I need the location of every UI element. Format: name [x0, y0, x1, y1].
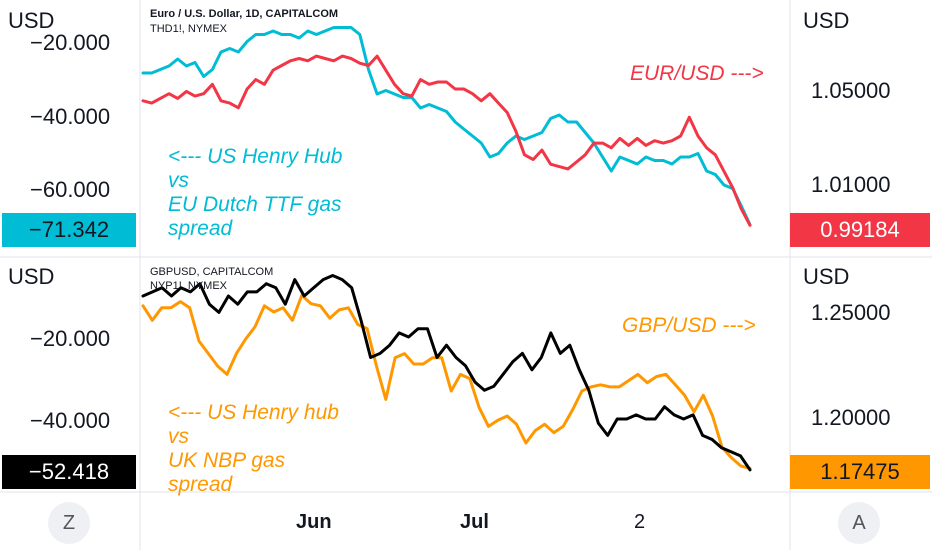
bottom-legend-line1: GBPUSD, CAPITALCOM — [150, 266, 274, 278]
bottom-right-tick: 1.20000 — [811, 405, 891, 430]
bottom-left-tick: −40.000 — [30, 408, 111, 433]
top-legend-line1: Euro / U.S. Dollar, 1D, CAPITALCOM — [150, 8, 339, 20]
bottom-right-unit: USD — [803, 264, 850, 289]
top-note-line: spread — [168, 217, 233, 240]
top-left-tick: −20.000 — [30, 30, 111, 55]
bottom-right-price-badge: 1.17475 — [790, 455, 930, 489]
top-right-tick: 1.05000 — [811, 78, 891, 103]
top-note-line: vs — [168, 169, 189, 192]
top-right-unit: USD — [803, 8, 850, 33]
bottom-note-left: <--- US Henry hub vs UK NBP gas spread — [168, 401, 339, 497]
top-left-unit: USD — [8, 8, 55, 33]
top-right-tick: 1.01000 — [811, 172, 891, 197]
bottom-note-line: spread — [168, 473, 233, 496]
eurusd-line — [141, 54, 752, 227]
x-axis-label-jun: Jun — [296, 511, 332, 533]
bottom-note-right: GBP/USD ---> — [622, 314, 756, 337]
gbpusd-line — [141, 293, 752, 470]
spread-line-top — [141, 26, 752, 227]
top-note-right: EUR/USD ---> — [630, 62, 764, 85]
top-note-line: <--- US Henry Hub — [168, 145, 343, 168]
top-note-left: <--- US Henry Hub vs EU Dutch TTF gas sp… — [168, 145, 342, 241]
top-left-tick: −40.000 — [30, 104, 111, 129]
bottom-left-price-badge: −52.418 — [2, 455, 136, 489]
x-axis-label-2: 2 — [634, 511, 646, 533]
bottom-note-line: <--- US Henry hub — [168, 401, 339, 424]
auto-scale-right-button[interactable]: A — [838, 502, 880, 544]
top-left-tick: −60.000 — [30, 177, 111, 202]
bottom-left-unit: USD — [8, 264, 55, 289]
x-axis-label-jul: Jul — [460, 511, 489, 533]
bottom-left-tick: −20.000 — [30, 326, 111, 351]
auto-scale-left-button[interactable]: Z — [48, 502, 90, 544]
top-left-price-badge: −71.342 — [2, 213, 136, 247]
bottom-legend-line2: NYP1!, NYMEX — [150, 280, 228, 292]
top-right-price-badge: 0.99184 — [790, 213, 930, 247]
bottom-note-line: vs — [168, 425, 189, 448]
bottom-note-line: UK NBP gas — [168, 449, 286, 472]
bottom-right-tick: 1.25000 — [811, 300, 891, 325]
top-legend-line2: THD1!, NYMEX — [150, 23, 228, 35]
spread-line-bottom — [141, 274, 752, 472]
top-note-line: EU Dutch TTF gas — [168, 193, 342, 216]
